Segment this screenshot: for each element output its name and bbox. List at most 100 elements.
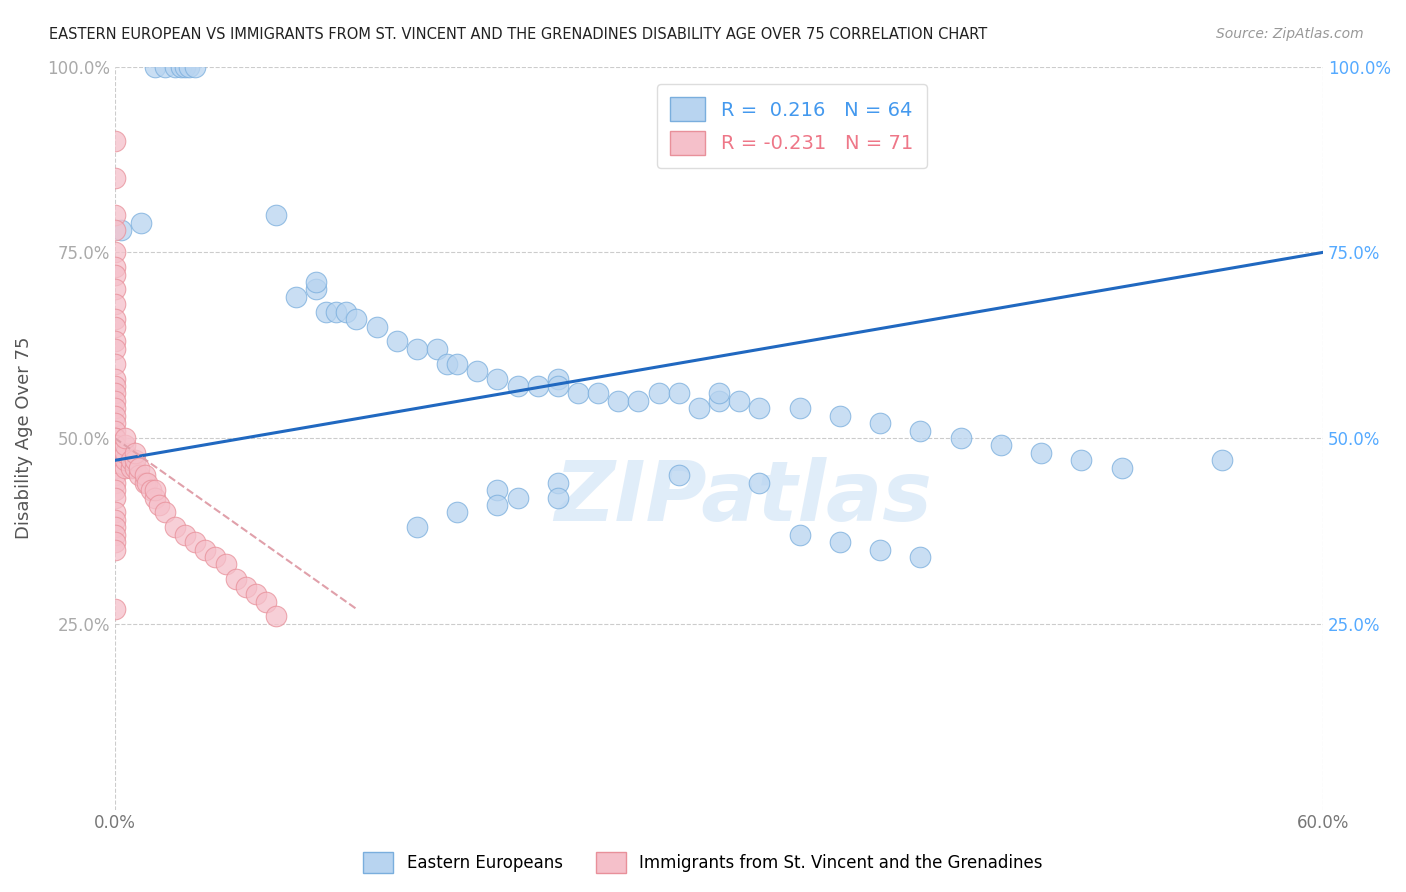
Point (104, 379, 127, 393)
Point (104, 386, 127, 401)
Point (179, 60, 201, 74)
Point (325, 305, 347, 319)
Point (335, 305, 357, 319)
Point (104, 468, 127, 483)
Point (707, 393, 730, 408)
Point (526, 379, 548, 393)
Point (143, 491, 166, 505)
Point (547, 475, 569, 490)
Point (114, 453, 136, 467)
Point (245, 587, 267, 601)
Point (114, 446, 136, 460)
Point (143, 483, 166, 497)
Point (170, 60, 193, 74)
Point (104, 527, 127, 541)
Point (315, 305, 337, 319)
Point (104, 171, 127, 186)
Text: EASTERN EUROPEAN VS IMMIGRANTS FROM ST. VINCENT AND THE GRENADINES DISABILITY AG: EASTERN EUROPEAN VS IMMIGRANTS FROM ST. … (49, 27, 987, 42)
Point (104, 342, 127, 356)
Point (143, 60, 166, 74)
Point (225, 572, 247, 586)
Point (153, 60, 176, 74)
Point (124, 460, 146, 475)
Point (506, 379, 529, 393)
Point (184, 60, 207, 74)
Point (486, 483, 509, 497)
Point (104, 460, 127, 475)
Point (910, 549, 932, 564)
Point (254, 594, 277, 608)
Point (366, 319, 388, 334)
Point (104, 416, 127, 430)
Point (486, 371, 509, 385)
Point (707, 386, 730, 401)
Point (139, 483, 162, 497)
Point (385, 334, 408, 349)
Point (104, 535, 127, 549)
Point (1031, 446, 1053, 460)
Point (426, 342, 449, 356)
Point (789, 527, 811, 541)
Point (104, 602, 127, 616)
Point (104, 424, 127, 438)
Point (214, 558, 236, 572)
Point (114, 460, 136, 475)
Y-axis label: Disability Age Over 75: Disability Age Over 75 (15, 337, 32, 540)
Point (114, 438, 136, 452)
Point (104, 520, 127, 534)
Point (134, 468, 156, 483)
Point (264, 208, 287, 222)
Point (104, 393, 127, 408)
Point (104, 409, 127, 423)
Point (547, 491, 569, 505)
Point (148, 498, 170, 512)
Point (128, 460, 150, 475)
Point (110, 223, 132, 237)
Point (346, 312, 368, 326)
Point (104, 371, 127, 385)
Point (104, 268, 127, 282)
Point (104, 475, 127, 490)
Point (104, 312, 127, 326)
Point (285, 290, 308, 304)
Point (104, 223, 127, 237)
Point (547, 371, 569, 385)
Point (910, 424, 932, 438)
Point (204, 549, 226, 564)
Point (114, 453, 136, 467)
Point (1111, 460, 1133, 475)
Point (136, 475, 159, 490)
Point (104, 245, 127, 260)
Point (486, 498, 509, 512)
Point (567, 386, 589, 401)
Point (104, 431, 127, 445)
Point (405, 342, 427, 356)
Point (586, 386, 609, 401)
Point (748, 401, 770, 416)
Point (104, 513, 127, 527)
Point (120, 460, 142, 475)
Point (869, 416, 891, 430)
Point (828, 409, 851, 423)
Point (728, 393, 751, 408)
Point (688, 401, 710, 416)
Point (174, 527, 197, 541)
Point (104, 446, 127, 460)
Point (104, 283, 127, 297)
Point (104, 208, 127, 222)
Point (129, 216, 152, 230)
Point (264, 609, 287, 624)
Point (627, 393, 650, 408)
Point (104, 483, 127, 497)
Point (1211, 453, 1233, 467)
Point (748, 475, 770, 490)
Point (104, 453, 127, 467)
Point (104, 134, 127, 148)
Point (1070, 453, 1092, 467)
Point (104, 431, 127, 445)
Point (104, 542, 127, 557)
Point (104, 491, 127, 505)
Legend: Eastern Europeans, Immigrants from St. Vincent and the Grenadines: Eastern Europeans, Immigrants from St. V… (357, 846, 1049, 880)
Point (104, 460, 127, 475)
Text: ZIPatlas: ZIPatlas (554, 457, 932, 538)
